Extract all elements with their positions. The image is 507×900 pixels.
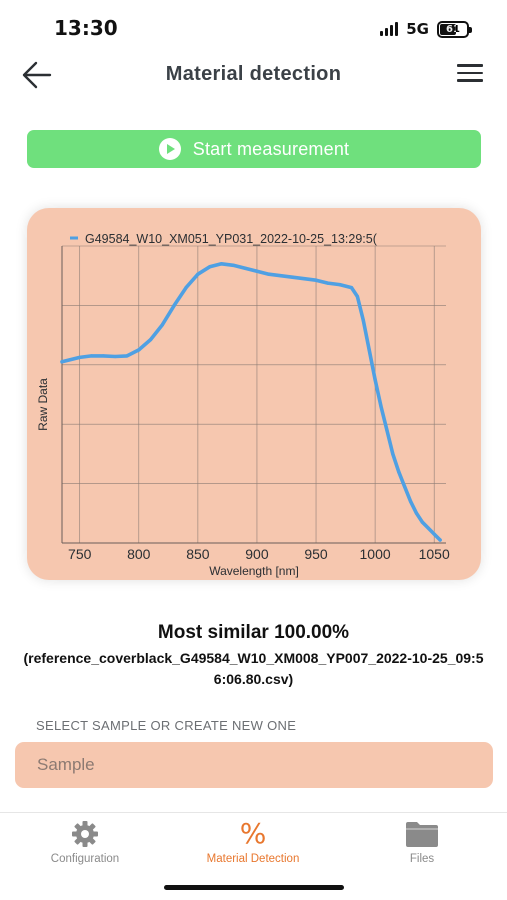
home-indicator <box>164 885 344 890</box>
percent-icon: % <box>239 817 267 850</box>
series-line <box>60 261 442 542</box>
data-point <box>403 484 407 489</box>
data-point <box>367 348 371 352</box>
y-axis-label: Raw Data <box>36 378 50 431</box>
data-point <box>278 274 283 278</box>
tab-label: Files <box>409 853 435 865</box>
data-point <box>379 404 383 408</box>
page-title: Material detection <box>165 63 342 85</box>
data-point <box>397 470 401 474</box>
data-point <box>373 378 377 382</box>
tab-material-detection[interactable]: % Material Detection <box>168 817 338 866</box>
data-point <box>243 266 247 270</box>
data-point <box>420 520 424 524</box>
x-tick-label: 1050 <box>419 546 450 562</box>
x-tick-label: 950 <box>304 546 328 562</box>
x-tick-label: 1000 <box>360 546 391 562</box>
network-type: 5G <box>406 20 429 38</box>
data-point <box>426 526 430 530</box>
folder-icon <box>337 819 507 849</box>
data-point <box>255 269 259 273</box>
data-point <box>432 532 436 536</box>
data-point <box>160 323 165 327</box>
data-point <box>408 499 413 504</box>
data-point <box>438 538 442 542</box>
sample-section-label: SELECT SAMPLE OR CREATE NEW ONE <box>36 718 297 733</box>
start-measurement-button[interactable]: Start measurement <box>27 130 481 168</box>
status-time: 13:30 <box>54 16 118 40</box>
data-point <box>361 318 365 322</box>
tab-label: Material Detection <box>206 853 300 865</box>
data-point <box>385 428 389 432</box>
signal-icon <box>380 22 399 36</box>
x-tick-label: 800 <box>127 546 151 562</box>
result-title: Most similar 100.00% <box>157 622 350 643</box>
data-point <box>414 511 419 515</box>
data-point <box>172 303 176 307</box>
data-point <box>391 452 395 456</box>
app-header: Material detection <box>0 52 507 98</box>
status-bar: 13:30 5G 61 <box>0 0 507 56</box>
data-point <box>89 354 94 358</box>
start-measurement-label: Start measurement <box>192 138 350 159</box>
detection-result: Most similar 100.00% (reference_coverbla… <box>0 622 507 690</box>
back-button[interactable] <box>20 58 54 92</box>
data-point <box>231 263 235 267</box>
battery-icon: 61 <box>437 20 472 38</box>
x-tick-label: 900 <box>245 546 269 562</box>
spectrum-chart: 750 800 850 900 950 1000 1050 Wavelength [nm] Ra… <box>27 208 481 580</box>
data-point <box>113 354 117 359</box>
data-point <box>208 265 212 269</box>
tab-configuration[interactable]: Configuration <box>0 819 170 865</box>
x-tick-label: 750 <box>68 546 92 562</box>
sample-input[interactable] <box>15 742 493 788</box>
data-point <box>78 355 82 359</box>
data-point <box>101 354 105 358</box>
gear-icon <box>0 819 170 849</box>
battery-level: 61 <box>446 23 460 35</box>
tab-label: Configuration <box>50 853 120 865</box>
data-point <box>290 275 294 279</box>
data-point <box>184 285 188 290</box>
data-point <box>267 272 271 276</box>
bottom-tab-bar: Configuration % Material Detection Files <box>0 812 507 900</box>
data-point <box>314 278 318 282</box>
data-point <box>196 272 200 276</box>
x-tick-label: 850 <box>186 546 210 562</box>
play-circle-icon <box>158 138 181 160</box>
data-point <box>355 294 359 299</box>
data-point <box>326 281 330 285</box>
x-axis-label: Wavelength [nm] <box>209 564 299 578</box>
status-indicators: 5G 61 <box>380 20 472 38</box>
data-point <box>149 337 153 342</box>
tab-files[interactable]: Files <box>337 819 507 865</box>
data-point <box>219 262 224 266</box>
result-file: (reference_coverblack_G49584_W10_XM008_Y… <box>23 650 484 687</box>
data-point <box>125 354 129 358</box>
hamburger-menu-icon <box>457 64 483 67</box>
legend-label: G49584_W10_XM051_YP031_2022-10-25_13:29:… <box>85 232 378 246</box>
data-point <box>60 360 64 364</box>
data-point <box>137 348 141 352</box>
menu-button[interactable] <box>457 64 485 86</box>
arrow-left-icon <box>22 61 52 89</box>
data-point <box>338 283 342 287</box>
data-point <box>302 277 306 281</box>
chart-svg: 750 800 850 900 950 1000 1050 Wavelength [nm] Ra… <box>36 232 450 578</box>
data-point <box>349 285 354 290</box>
